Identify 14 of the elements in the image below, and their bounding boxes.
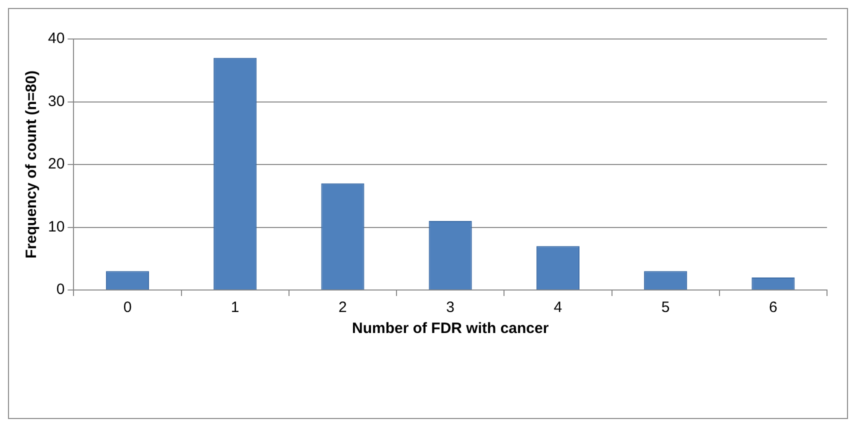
x-tick-label: 3 <box>446 299 455 316</box>
y-tick-label: 20 <box>48 156 65 173</box>
x-tick-label: 2 <box>338 299 347 316</box>
x-tick-label: 0 <box>123 299 132 316</box>
x-tick-label: 6 <box>769 299 778 316</box>
x-axis-title: Number of FDR with cancer <box>352 320 549 338</box>
x-tick-label: 4 <box>554 299 562 316</box>
x-tick-label: 5 <box>661 299 670 316</box>
y-tick-label: 40 <box>48 30 65 48</box>
y-tick-label: 0 <box>56 281 65 298</box>
y-axis-title: Frequency of count (n=80) <box>23 70 40 258</box>
y-tick-label: 10 <box>48 218 65 236</box>
x-tick-label: 1 <box>230 299 240 316</box>
y-tick-label: 30 <box>48 92 65 110</box>
